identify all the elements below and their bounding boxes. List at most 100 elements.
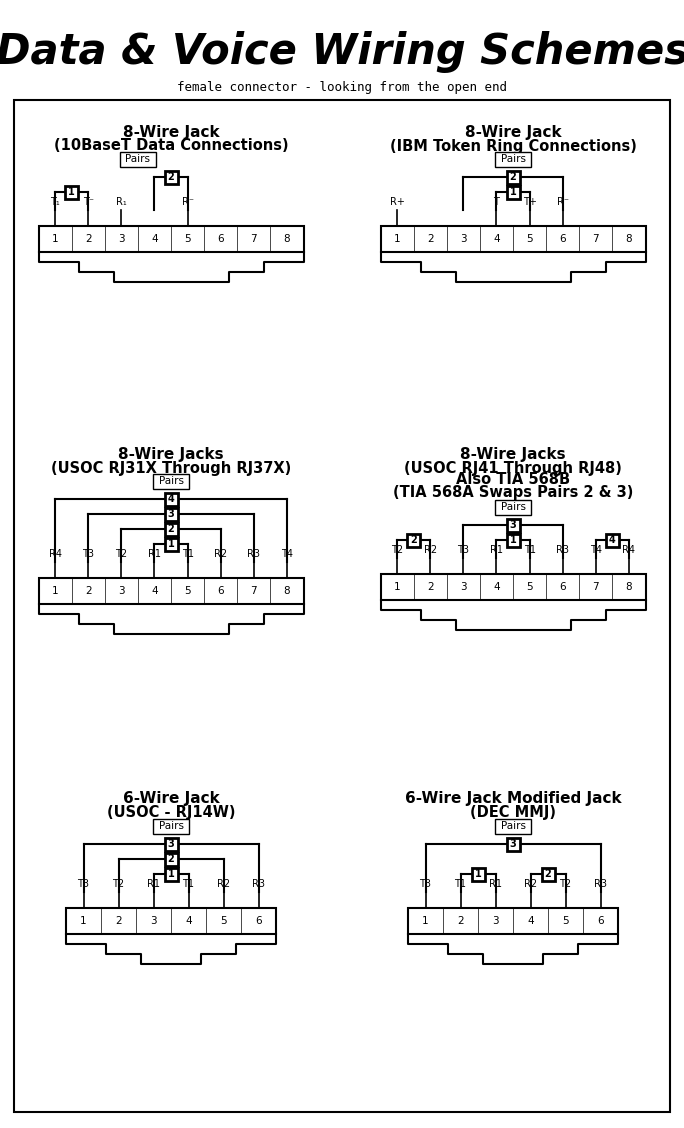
Bar	[380, 226, 646, 252]
Text: 8: 8	[284, 587, 290, 596]
Text: R2: R2	[214, 549, 227, 559]
Text: (DEC MMJ): (DEC MMJ)	[470, 805, 556, 820]
Text: R1: R1	[147, 879, 160, 889]
Text: T1: T1	[523, 545, 536, 555]
Text: 1: 1	[510, 187, 516, 197]
Bar	[38, 578, 304, 603]
Text: 3: 3	[460, 233, 466, 244]
Text: 7: 7	[592, 582, 599, 592]
Text: (USOC RJ41 Through RJ48): (USOC RJ41 Through RJ48)	[404, 460, 622, 476]
Text: 2: 2	[427, 582, 434, 592]
Text: Pairs: Pairs	[159, 476, 183, 486]
Text: 3: 3	[168, 509, 174, 519]
Text: 5: 5	[526, 582, 533, 592]
Bar	[506, 837, 520, 851]
Text: R₁: R₁	[116, 197, 127, 208]
Bar	[65, 185, 78, 199]
Text: T⁻: T⁻	[83, 197, 94, 208]
Text: 1: 1	[422, 916, 429, 926]
Text: R+: R+	[390, 197, 404, 208]
Text: 8-Wire Jack: 8-Wire Jack	[122, 124, 220, 140]
Bar	[38, 226, 304, 252]
Bar	[542, 867, 555, 881]
Text: R1: R1	[148, 549, 161, 559]
Text: T1: T1	[183, 879, 194, 889]
Bar	[164, 867, 178, 881]
Text: T3: T3	[419, 879, 432, 889]
Bar	[495, 819, 531, 834]
Bar	[164, 493, 178, 505]
Text: T2: T2	[560, 879, 572, 889]
Text: (TIA 568A Swaps Pairs 2 & 3): (TIA 568A Swaps Pairs 2 & 3)	[393, 485, 633, 500]
Text: (10BaseT Data Connections): (10BaseT Data Connections)	[53, 139, 289, 153]
Text: R3: R3	[556, 545, 569, 555]
Text: female connector - looking from the open end: female connector - looking from the open…	[177, 81, 507, 95]
Text: R2: R2	[217, 879, 230, 889]
Text: 6: 6	[560, 582, 566, 592]
Text: 1: 1	[68, 187, 75, 197]
Text: 3: 3	[150, 916, 157, 926]
Bar	[506, 534, 520, 546]
Bar	[120, 151, 156, 167]
Text: T: T	[493, 197, 499, 208]
Text: 2: 2	[85, 233, 92, 244]
Bar	[380, 574, 646, 600]
Bar	[471, 867, 484, 881]
Text: 3: 3	[118, 587, 124, 596]
Text: R1: R1	[490, 545, 503, 555]
Text: 8-Wire Jacks: 8-Wire Jacks	[118, 447, 224, 461]
Text: 1: 1	[394, 582, 400, 592]
Text: T₁: T₁	[50, 197, 60, 208]
Text: 5: 5	[562, 916, 569, 926]
Text: R⁻: R⁻	[557, 197, 568, 208]
Text: T2: T2	[112, 879, 124, 889]
Text: 8-Wire Jack: 8-Wire Jack	[464, 124, 562, 140]
Text: T4: T4	[590, 545, 602, 555]
Text: Pairs: Pairs	[501, 155, 525, 164]
Text: 8: 8	[626, 582, 632, 592]
Text: 7: 7	[250, 233, 257, 244]
Text: T4: T4	[281, 549, 293, 559]
Text: 8-Wire Jacks: 8-Wire Jacks	[460, 447, 566, 461]
Text: T3: T3	[82, 549, 94, 559]
Text: Pairs: Pairs	[125, 155, 150, 164]
Text: Data & Voice Wiring Schemes: Data & Voice Wiring Schemes	[0, 30, 684, 73]
Text: 1: 1	[168, 869, 174, 879]
Text: 2: 2	[115, 916, 122, 926]
Bar	[153, 474, 189, 488]
Text: 6: 6	[597, 916, 604, 926]
Text: 1: 1	[52, 233, 58, 244]
Bar	[506, 170, 520, 184]
Text: R3: R3	[252, 879, 265, 889]
Bar	[164, 522, 178, 536]
Bar	[606, 534, 619, 546]
Text: 4: 4	[493, 233, 500, 244]
Text: (IBM Token Ring Connections): (IBM Token Ring Connections)	[390, 139, 636, 153]
Text: R3: R3	[594, 879, 607, 889]
Bar	[66, 908, 276, 934]
Bar	[14, 100, 670, 1112]
Text: 2: 2	[544, 869, 551, 879]
Bar	[495, 151, 531, 167]
Bar	[506, 519, 520, 531]
Text: Pairs: Pairs	[501, 502, 525, 512]
Bar	[495, 500, 531, 514]
Text: 6: 6	[255, 916, 262, 926]
Text: R4: R4	[49, 549, 62, 559]
Text: 3: 3	[118, 233, 124, 244]
Text: 8: 8	[626, 233, 632, 244]
Text: 8: 8	[284, 233, 290, 244]
Bar	[164, 170, 178, 184]
Text: T3: T3	[77, 879, 90, 889]
Text: 1: 1	[80, 916, 87, 926]
Text: T1: T1	[454, 879, 466, 889]
Text: R3: R3	[248, 549, 261, 559]
Text: 1: 1	[475, 869, 482, 879]
Text: 5: 5	[184, 233, 191, 244]
Bar	[164, 837, 178, 851]
Bar	[153, 819, 189, 834]
Text: 5: 5	[184, 587, 191, 596]
Text: 4: 4	[527, 916, 534, 926]
Text: 4: 4	[151, 233, 158, 244]
Bar	[506, 185, 520, 199]
